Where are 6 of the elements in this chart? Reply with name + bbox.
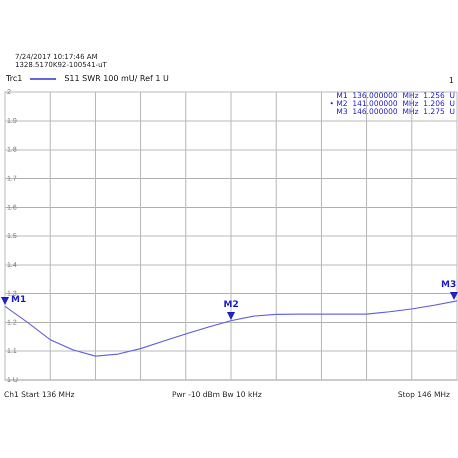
annotation: M2	[224, 300, 239, 310]
chart-subtitle: S11 SWR 100 mU/ Ref 1 U	[64, 74, 169, 83]
legend-label: Trc1	[6, 74, 22, 83]
annotation: M3	[441, 280, 456, 290]
text: 1	[448, 76, 454, 85]
annotation: M1	[11, 295, 26, 306]
